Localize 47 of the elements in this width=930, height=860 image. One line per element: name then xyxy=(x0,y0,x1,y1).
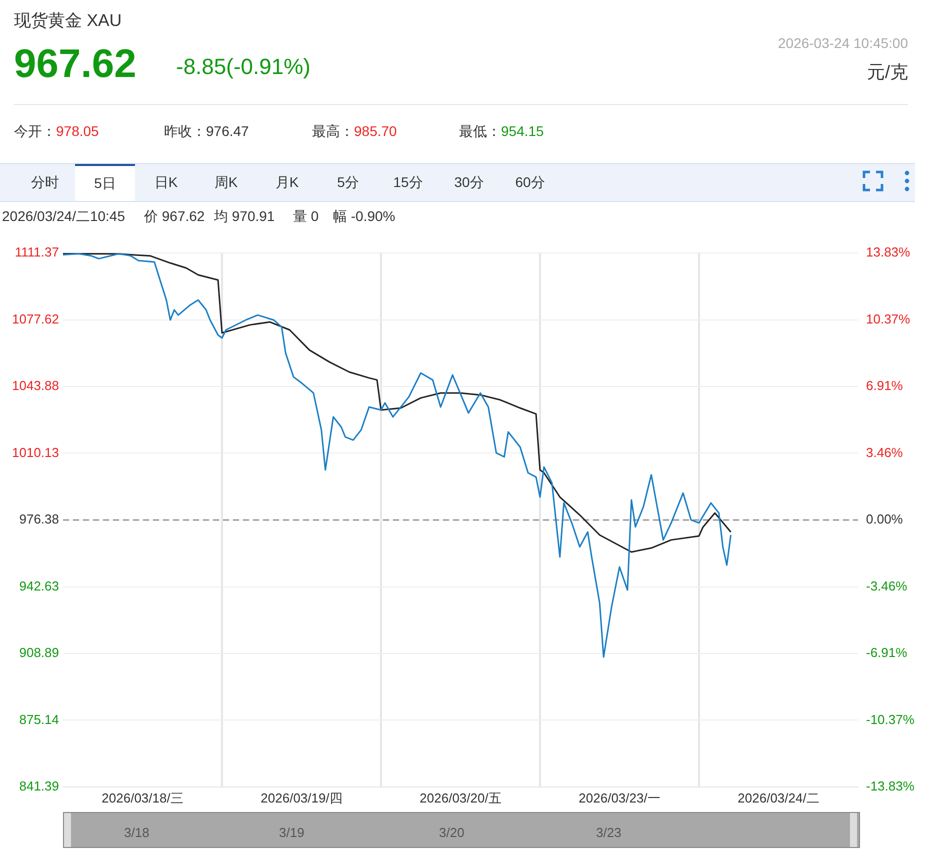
y2-tick-label: -13.83% xyxy=(866,778,915,794)
y-tick-label: 1077.62 xyxy=(12,311,59,326)
y2-tick-label: 13.83% xyxy=(866,244,911,260)
text: 昨收：976.47 xyxy=(164,123,249,139)
text: 2026-03-24 10:45:00 xyxy=(778,35,908,51)
text: 5日 xyxy=(75,164,135,201)
y2-tick-label: 10.37% xyxy=(866,311,911,326)
y2-tick-label: -3.46% xyxy=(866,578,908,594)
text: 最低：954.15 xyxy=(459,123,544,139)
text: 2026/03/24/二10:45 xyxy=(2,208,125,226)
y-tick-label: 1043.88 xyxy=(12,378,59,394)
text: 月K xyxy=(274,173,300,192)
x-tick-label: 2026/03/23/一 xyxy=(578,790,660,806)
text: 今开：978.05 xyxy=(14,123,99,139)
y2-tick-label: 3.46% xyxy=(866,444,904,460)
chart-title: 现货黄金 XAU xyxy=(14,10,122,32)
text: 60分 xyxy=(514,173,546,192)
y2-tick-label: -6.91% xyxy=(866,644,908,660)
range-slider: 3/18 3/19 3/20 3/23 xyxy=(63,812,860,848)
text: 最高：985.70 xyxy=(312,123,397,139)
x-tick-label: 2026/03/18/三 xyxy=(102,790,184,806)
text: 量 0 xyxy=(293,208,319,226)
text: 价 967.62 xyxy=(144,208,205,226)
y2-tick-label: 6.91% xyxy=(866,378,904,394)
text: 5分 xyxy=(336,173,360,192)
text: 日K xyxy=(153,173,179,192)
y-tick-label: 976.38 xyxy=(19,512,59,527)
y-tick-label: 1010.13 xyxy=(12,444,59,460)
y2-tick-label: 0.00% xyxy=(866,512,904,527)
y-tick-label: 942.63 xyxy=(19,578,59,594)
y2-tick-label: -10.37% xyxy=(866,712,915,727)
text: 周K xyxy=(213,173,239,192)
x-tick-label: 2026/03/20/五 xyxy=(420,790,502,806)
x-tick-label: 2026/03/19/四 xyxy=(260,790,342,806)
text: 幅 -0.90% xyxy=(333,208,396,226)
y-tick-label: 841.39 xyxy=(19,778,59,794)
x-tick-label: 2026/03/24/二 xyxy=(738,790,820,806)
y-tick-label: 875.14 xyxy=(19,712,59,727)
text: 30分 xyxy=(453,173,485,192)
y-tick-label: 1111.37 xyxy=(14,244,59,260)
text: 均 970.91 xyxy=(214,208,275,226)
text: 967.62 xyxy=(14,42,136,87)
y-tick-label: 908.89 xyxy=(19,645,59,660)
text: -8.85(-0.91%) xyxy=(176,54,311,80)
text: 分时 xyxy=(30,173,60,192)
text: 15分 xyxy=(392,173,424,192)
text: 元/克 xyxy=(866,61,908,84)
